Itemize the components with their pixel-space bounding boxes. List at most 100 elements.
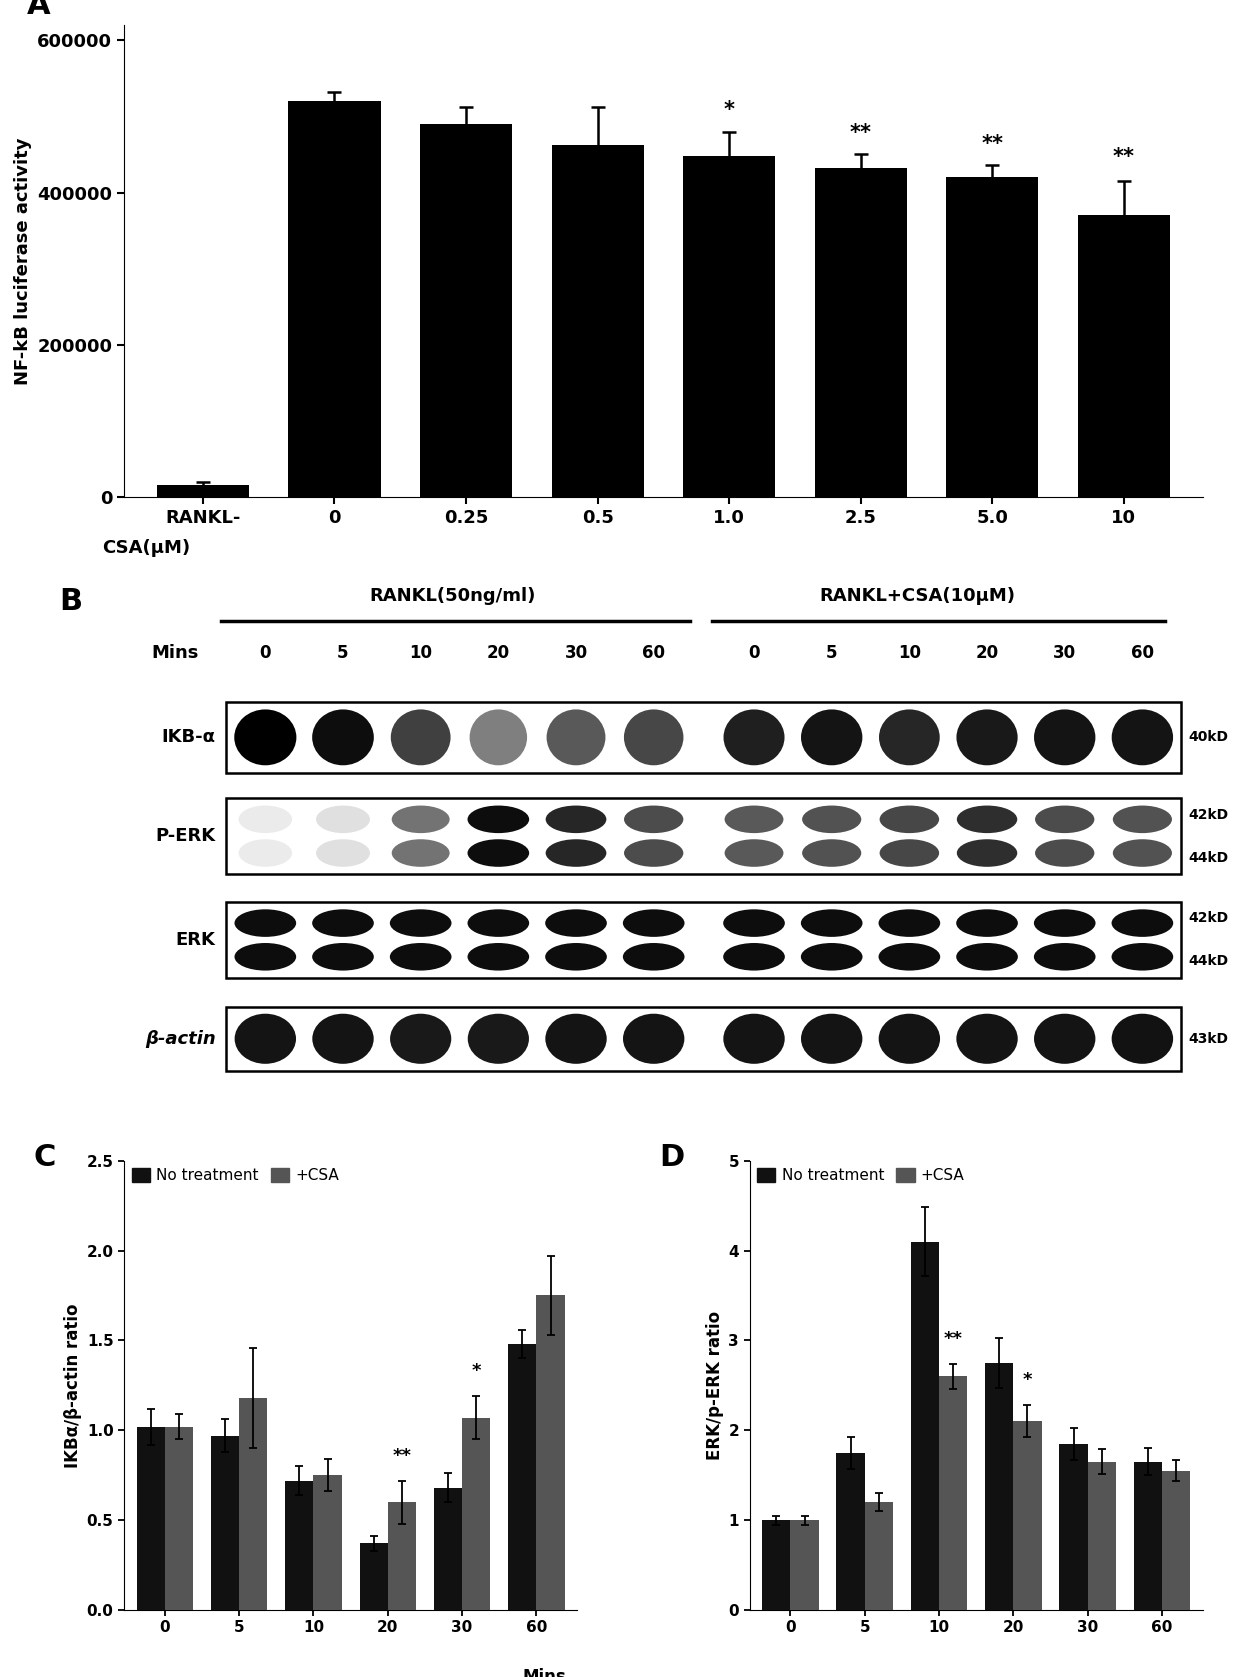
Ellipse shape [546,1013,606,1063]
Ellipse shape [723,1013,785,1063]
Text: 60: 60 [1131,644,1154,662]
Text: A: A [27,0,51,20]
Bar [463,1417,490,1610]
Ellipse shape [624,805,683,833]
Ellipse shape [879,805,939,833]
Text: 20: 20 [487,644,510,662]
Ellipse shape [546,942,606,971]
Legend: No treatment, +CSA: No treatment, +CSA [754,1166,967,1187]
Text: 40kD: 40kD [1189,731,1229,745]
Ellipse shape [801,1013,862,1063]
Ellipse shape [467,1013,529,1063]
Ellipse shape [1034,909,1096,937]
Bar [537,1296,564,1610]
Ellipse shape [546,909,606,937]
Bar [360,1543,388,1610]
Ellipse shape [546,805,606,833]
Ellipse shape [723,709,785,765]
Text: B: B [60,587,82,615]
Ellipse shape [1035,805,1095,833]
Bar [864,1503,893,1610]
Y-axis label: ERK/p-ERK ratio: ERK/p-ERK ratio [707,1311,724,1461]
Text: 0: 0 [748,644,760,662]
Ellipse shape [547,709,605,765]
Text: **: ** [1112,148,1135,168]
Text: 43kD: 43kD [1189,1031,1229,1046]
Text: *: * [724,101,734,121]
Ellipse shape [879,838,939,867]
Ellipse shape [878,942,940,971]
Ellipse shape [723,909,785,937]
Y-axis label: IKBα/β-actin ratio: IKBα/β-actin ratio [64,1303,82,1467]
Ellipse shape [467,942,529,971]
Bar [285,1481,314,1610]
Text: IKB-α: IKB-α [161,728,216,746]
Bar [434,1487,463,1610]
Text: CSA(μM): CSA(μM) [103,540,191,557]
Text: **: ** [944,1330,962,1348]
Bar [683,156,775,496]
Bar [1013,1422,1042,1610]
Text: 60: 60 [642,644,665,662]
Bar [910,1241,939,1610]
Ellipse shape [312,709,373,765]
Ellipse shape [723,942,785,971]
Ellipse shape [1111,909,1173,937]
Ellipse shape [879,709,940,765]
Bar [508,1343,537,1610]
Ellipse shape [316,805,370,833]
Text: 30: 30 [1053,644,1076,662]
Text: **: ** [981,134,1003,154]
Ellipse shape [312,1013,373,1063]
Ellipse shape [1034,942,1096,971]
Bar [165,1427,193,1610]
Ellipse shape [879,1013,940,1063]
Text: Mins: Mins [523,1669,567,1677]
Text: β-actin: β-actin [145,1030,216,1048]
FancyBboxPatch shape [227,798,1182,874]
Ellipse shape [1112,805,1172,833]
Ellipse shape [238,805,293,833]
Ellipse shape [724,838,784,867]
Ellipse shape [622,942,684,971]
Text: 42kD: 42kD [1189,808,1229,822]
Text: ERK: ERK [176,931,216,949]
Ellipse shape [392,805,450,833]
Bar [552,146,644,496]
Text: *: * [1023,1372,1032,1389]
Bar [289,101,381,496]
Text: *: * [471,1362,481,1380]
Ellipse shape [391,709,450,765]
Text: P-ERK: P-ERK [155,827,216,845]
Ellipse shape [312,909,373,937]
Bar [1162,1471,1190,1610]
Text: 10: 10 [409,644,433,662]
Text: C: C [33,1142,56,1172]
Ellipse shape [1034,1013,1095,1063]
Ellipse shape [956,1013,1018,1063]
Ellipse shape [624,709,683,765]
Text: 44kD: 44kD [1189,850,1229,865]
Ellipse shape [957,838,1017,867]
Ellipse shape [1111,1013,1173,1063]
Bar [157,485,249,496]
Bar [136,1427,165,1610]
Bar [985,1363,1013,1610]
Ellipse shape [467,805,529,833]
Ellipse shape [622,1013,684,1063]
Ellipse shape [1035,838,1095,867]
Text: 10: 10 [898,644,921,662]
Ellipse shape [312,942,373,971]
Bar [815,168,906,496]
Bar [388,1503,417,1610]
Text: D: D [658,1142,684,1172]
Text: Mins: Mins [151,644,198,662]
Text: 44kD: 44kD [1189,954,1229,968]
Ellipse shape [801,909,863,937]
Bar [420,124,512,496]
Text: **: ** [849,122,872,143]
Ellipse shape [878,909,940,937]
Ellipse shape [802,805,862,833]
Ellipse shape [622,909,684,937]
Bar [1059,1444,1087,1610]
